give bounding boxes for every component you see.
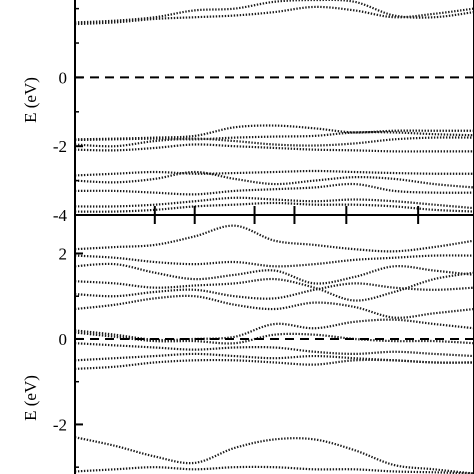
upper-band-line-5 (75, 143, 474, 153)
lower-band-line-3 (75, 271, 474, 302)
lower-band-panel: -2 0 2 E (eV) (21, 214, 474, 474)
lower-panel-frame (74, 214, 474, 474)
upper-ytick-label-2: 0 (59, 68, 68, 87)
lower-band-line-5 (75, 294, 474, 319)
upper-ytick-label-1: -2 (53, 137, 67, 156)
upper-panel-frame (74, 0, 474, 216)
lower-band-lines (75, 224, 474, 474)
lower-band-line-8 (75, 342, 474, 358)
upper-band-line-6 (75, 169, 474, 177)
upper-band-panel: -4 -2 0 E (eV) (21, 0, 474, 225)
upper-band-line-1 (75, 0, 474, 24)
lower-band-line-2 (75, 262, 474, 285)
upper-band-line-10 (75, 201, 474, 213)
upper-axis-ticks (75, 7, 420, 216)
lower-band-line-1 (75, 254, 474, 268)
upper-y-axis-label: E (eV) (21, 77, 40, 123)
upper-band-line-7 (75, 170, 474, 189)
upper-band-line-4 (75, 136, 474, 148)
upper-band-line-3 (75, 131, 474, 142)
lower-ytick-label-0: -2 (53, 415, 67, 434)
upper-ytick-label-0: -4 (53, 206, 68, 225)
upper-band-line-8 (75, 182, 474, 196)
upper-band-lines (75, 0, 474, 213)
lower-band-line-10 (75, 358, 474, 370)
upper-band-line-0 (75, 5, 474, 26)
lower-band-line-4 (75, 282, 474, 300)
lower-y-axis-label: E (eV) (21, 375, 40, 421)
upper-band-line-9 (75, 196, 474, 210)
lower-band-line-11 (75, 436, 474, 474)
lower-band-line-0 (75, 224, 474, 253)
lower-ytick-label-1: 0 (59, 330, 68, 349)
lower-band-line-9 (75, 352, 474, 364)
lower-band-line-12 (75, 465, 474, 474)
lower-ytick-label-2: 2 (59, 244, 68, 263)
lower-band-line-6 (75, 318, 474, 342)
